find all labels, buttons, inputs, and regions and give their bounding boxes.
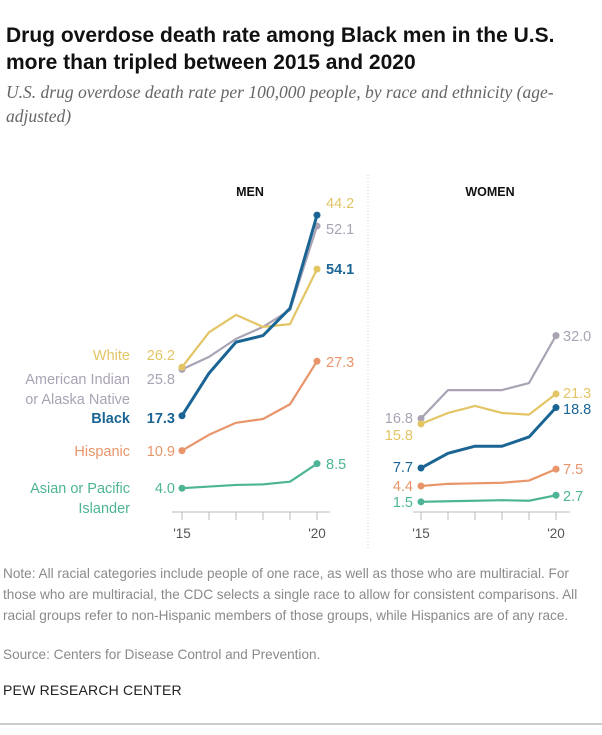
chart-title: Drug overdose death rate among Black men… [6, 24, 555, 74]
end-value-label: 18.8 [563, 402, 591, 418]
series-line-white [420, 393, 557, 425]
data-point [417, 464, 425, 472]
series-line-american-indian-or-alaska-native [181, 225, 319, 371]
chart-note: Note: All racial categories include peop… [3, 566, 578, 623]
series-line-american-indian-or-alaska-native [420, 335, 557, 420]
chart-source: Source: Centers for Disease Control and … [3, 647, 321, 662]
end-value-label: 32.0 [563, 329, 591, 345]
end-value-label: 52.1 [326, 222, 354, 238]
end-value-label: 2.7 [563, 489, 583, 505]
x-tick-label: '20 [308, 526, 326, 541]
series-name-label: American Indian [25, 372, 130, 388]
line-charts: MEN '15 '20 26.2 44.2 White 25.8 52.1 American I… [25, 175, 591, 550]
start-value-label: 15.8 [385, 428, 413, 444]
start-value-label: 4.0 [155, 481, 175, 497]
data-point [313, 265, 321, 273]
start-value-label: 1.5 [393, 495, 413, 511]
start-value-label: 7.7 [393, 460, 413, 476]
series-name-label: Asian or Pacific [30, 481, 130, 497]
series-line-hispanic [181, 360, 318, 452]
data-point [178, 484, 186, 492]
end-value-label: 21.3 [563, 386, 591, 402]
series-line-white [181, 268, 318, 368]
panel-title: WOMEN [465, 185, 514, 199]
data-point [313, 211, 321, 219]
series-name-label: Islander [78, 501, 130, 517]
end-value-label: 44.2 [326, 196, 354, 212]
data-point [417, 498, 425, 506]
data-point [313, 460, 321, 468]
data-point [313, 357, 321, 365]
series-line-black [420, 406, 558, 470]
data-point [552, 390, 560, 398]
series-name-label: Hispanic [74, 444, 130, 460]
end-value-label: 54.1 [326, 262, 354, 278]
data-point [178, 412, 186, 420]
data-point [552, 404, 560, 412]
series-line-black [180, 214, 319, 417]
series-name-label: Black [91, 411, 131, 427]
x-tick-label: '15 [412, 526, 430, 541]
start-value-label: 16.8 [385, 411, 413, 427]
data-point [417, 414, 425, 422]
data-point [552, 491, 560, 499]
end-value-label: 27.3 [326, 355, 354, 371]
data-point [552, 465, 560, 473]
data-point [178, 363, 186, 371]
series-line-asian-or-pacific-islander [420, 494, 557, 503]
data-point [552, 332, 560, 340]
start-value-label: 4.4 [393, 479, 413, 495]
x-tick-label: '20 [547, 526, 565, 541]
start-value-label: 25.8 [147, 372, 175, 388]
panel-title: MEN [236, 185, 264, 199]
data-point [417, 420, 425, 428]
series-line-asian-or-pacific-islander [181, 462, 318, 490]
data-point [417, 482, 425, 490]
start-value-label: 26.2 [147, 348, 175, 364]
series-name-label: or Alaska Native [25, 392, 130, 408]
end-value-label: 7.5 [563, 462, 583, 478]
series-name-label: White [93, 348, 130, 364]
end-value-label: 8.5 [326, 457, 346, 473]
start-value-label: 17.3 [147, 411, 175, 427]
data-point [178, 447, 186, 455]
brand-logo-text: PEW RESEARCH CENTER [3, 682, 182, 698]
series-line-hispanic [420, 468, 557, 488]
chart-subtitle: U.S. drug overdose death rate per 100,00… [6, 82, 554, 126]
x-tick-label: '15 [173, 526, 191, 541]
start-value-label: 10.9 [147, 444, 175, 460]
bottom-divider [0, 723, 602, 725]
